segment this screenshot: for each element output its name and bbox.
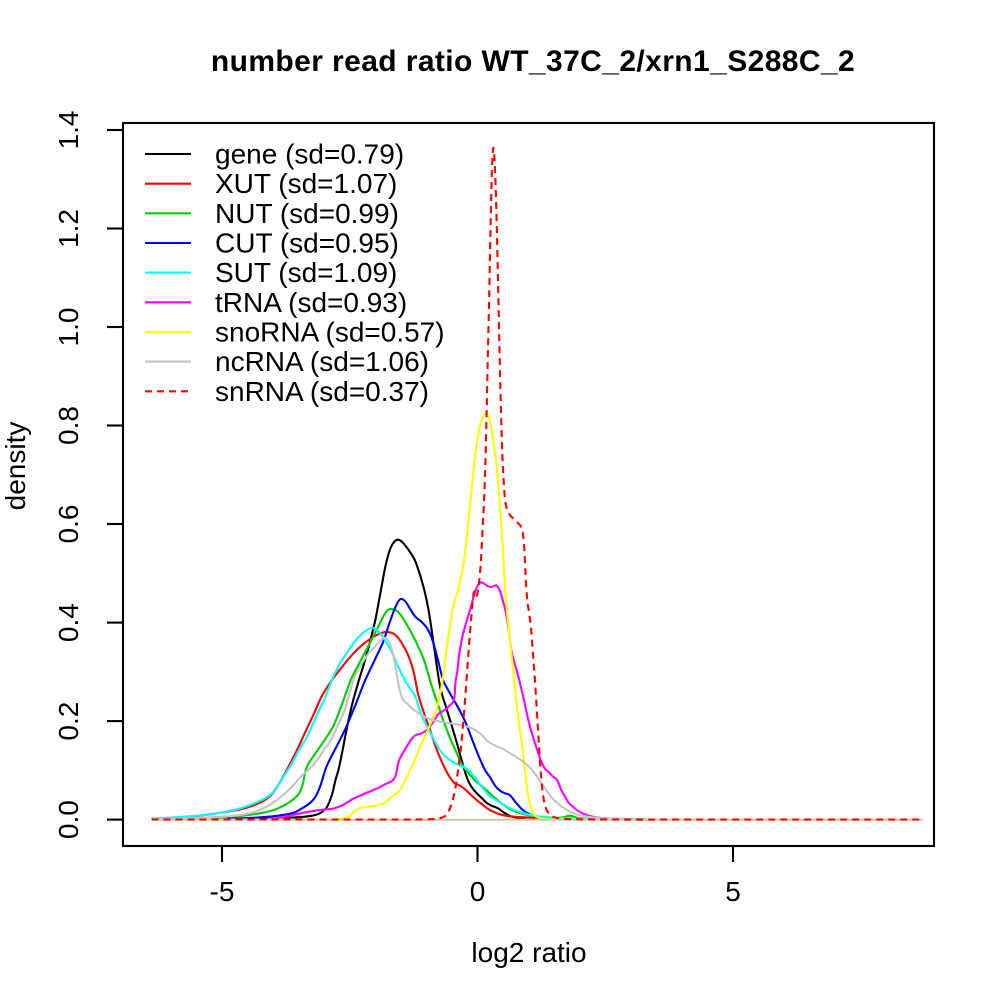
svg-text:0.4: 0.4 — [53, 603, 84, 642]
svg-text:0: 0 — [470, 876, 486, 907]
svg-text:number read ratio WT_37C_2/xrn: number read ratio WT_37C_2/xrn1_S288C_2 — [211, 45, 855, 78]
svg-text:-5: -5 — [210, 876, 235, 907]
svg-text:1.4: 1.4 — [53, 111, 84, 150]
svg-text:log2 ratio: log2 ratio — [471, 937, 586, 968]
svg-text:5: 5 — [725, 876, 741, 907]
svg-text:1.2: 1.2 — [53, 209, 84, 248]
svg-text:XUT (sd=1.07): XUT (sd=1.07) — [215, 168, 397, 199]
svg-text:CUT (sd=0.95): CUT (sd=0.95) — [215, 228, 399, 259]
svg-text:gene (sd=0.79): gene (sd=0.79) — [215, 139, 404, 170]
svg-text:0.6: 0.6 — [53, 505, 84, 544]
svg-text:0.0: 0.0 — [53, 800, 84, 839]
svg-text:snRNA (sd=0.37): snRNA (sd=0.37) — [215, 376, 429, 407]
svg-text:SUT (sd=1.09): SUT (sd=1.09) — [215, 257, 397, 288]
svg-text:0.2: 0.2 — [53, 702, 84, 741]
svg-text:0.8: 0.8 — [53, 406, 84, 445]
svg-text:1.0: 1.0 — [53, 308, 84, 347]
svg-text:snoRNA (sd=0.57): snoRNA (sd=0.57) — [215, 317, 445, 348]
svg-text:NUT (sd=0.99): NUT (sd=0.99) — [215, 198, 399, 229]
svg-text:tRNA (sd=0.93): tRNA (sd=0.93) — [215, 287, 407, 318]
svg-text:ncRNA (sd=1.06): ncRNA (sd=1.06) — [215, 346, 429, 377]
svg-text:density: density — [0, 422, 31, 511]
